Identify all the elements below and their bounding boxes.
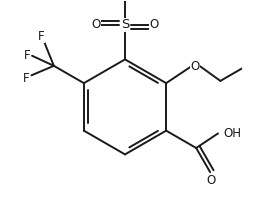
Text: O: O xyxy=(91,18,101,31)
Text: O: O xyxy=(191,60,200,73)
Text: O: O xyxy=(207,174,216,187)
Text: S: S xyxy=(121,18,129,31)
Text: F: F xyxy=(23,72,29,85)
Text: F: F xyxy=(24,49,30,62)
Text: OH: OH xyxy=(224,127,242,140)
Text: F: F xyxy=(38,30,45,43)
Text: O: O xyxy=(149,18,159,31)
